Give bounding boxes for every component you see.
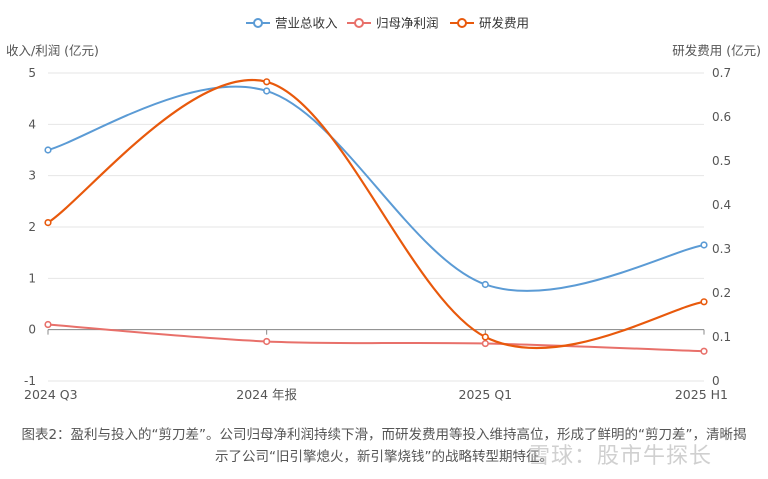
legend-label: 研发费用 xyxy=(479,16,529,31)
caption-line-2: 示了公司“旧引擎熄火，新引擎烧钱”的战略转型期特征。 xyxy=(215,449,553,465)
y-ticks-right: 0 0.1 0.2 0.3 0.4 0.5 0.6 0.7 xyxy=(712,66,731,388)
data-point[interactable] xyxy=(263,87,271,95)
y-tick-label-left: 0 xyxy=(28,323,36,337)
data-point[interactable] xyxy=(700,347,708,355)
y-tick-label-left: 1 xyxy=(28,271,36,285)
legend-item[interactable]: 营业总收入 xyxy=(246,16,338,31)
y-tick-label-left: -1 xyxy=(24,374,36,388)
y-tick-label-right: 0.5 xyxy=(712,154,731,168)
y-tick-label-left: 4 xyxy=(28,117,36,131)
caption-line-1: 图表2：盈利与投入的“剪刀差”。公司归母净利润持续下滑，而研发费用等投入维持高位… xyxy=(21,427,747,443)
legend-marker xyxy=(253,18,263,28)
data-point[interactable] xyxy=(44,320,52,329)
x-tick-label: 2024 Q3 xyxy=(24,387,78,402)
series-lines xyxy=(47,78,705,353)
y-tick-label-right: 0 xyxy=(712,374,720,388)
y-tick-label-left: 5 xyxy=(28,66,36,80)
legend-item[interactable]: 研发费用 xyxy=(450,16,529,31)
series-points[interactable] xyxy=(44,78,708,355)
y-axis-label-left: 收入/利润 (亿元) xyxy=(6,43,99,58)
legend-label: 归母净利润 xyxy=(376,16,439,31)
y-tick-label-right: 0.6 xyxy=(712,110,731,124)
x-ticks: 2024 Q3 2024 年报 2025 Q1 2025 H1 xyxy=(24,329,728,402)
y-tick-label-right: 0.4 xyxy=(712,198,731,212)
y-tick-label-right: 0.1 xyxy=(712,330,731,344)
y-ticks-left: -1 0 1 2 3 4 5 xyxy=(24,66,36,388)
x-tick-label: 2025 Q1 xyxy=(459,387,513,402)
data-point[interactable] xyxy=(481,280,489,289)
gridlines xyxy=(48,72,704,382)
legend[interactable]: 营业总收入 归母净利润 研发费用 xyxy=(246,16,529,31)
y-axis-label-right: 研发费用 (亿元) xyxy=(672,43,761,58)
data-point[interactable] xyxy=(700,298,708,306)
legend-marker xyxy=(457,18,467,28)
y-tick-label-right: 0.3 xyxy=(712,242,731,256)
data-point[interactable] xyxy=(700,241,708,249)
figure-caption: 图表2：盈利与投入的“剪刀差”。公司归母净利润持续下滑，而研发费用等投入维持高位… xyxy=(10,424,758,468)
data-point[interactable] xyxy=(481,339,489,348)
y-tick-label-right: 0.7 xyxy=(712,66,731,80)
legend-label: 营业总收入 xyxy=(275,16,338,31)
line-chart: 收入/利润 (亿元) 研发费用 (亿元) 营业总收入 归母净利润 研发费用 -1 0 1… xyxy=(6,16,761,403)
series-line-0 xyxy=(47,85,705,292)
legend-item[interactable]: 归母净利润 xyxy=(347,16,439,31)
series-line-2 xyxy=(47,78,705,349)
y-tick-label-left: 2 xyxy=(28,220,36,234)
data-point[interactable] xyxy=(44,219,52,227)
data-point[interactable] xyxy=(263,78,271,86)
data-point[interactable] xyxy=(44,146,52,154)
y-tick-label-left: 3 xyxy=(28,169,36,183)
x-tick-label: 2025 H1 xyxy=(675,387,728,402)
y-tick-label-right: 0.2 xyxy=(712,286,731,300)
series-line-1 xyxy=(47,323,705,353)
data-point[interactable] xyxy=(263,337,271,346)
legend-marker xyxy=(354,18,364,28)
x-tick-label: 2024 年报 xyxy=(236,387,297,402)
data-point[interactable] xyxy=(481,333,489,341)
watermark: 雪球：股市牛探长 xyxy=(528,444,713,469)
